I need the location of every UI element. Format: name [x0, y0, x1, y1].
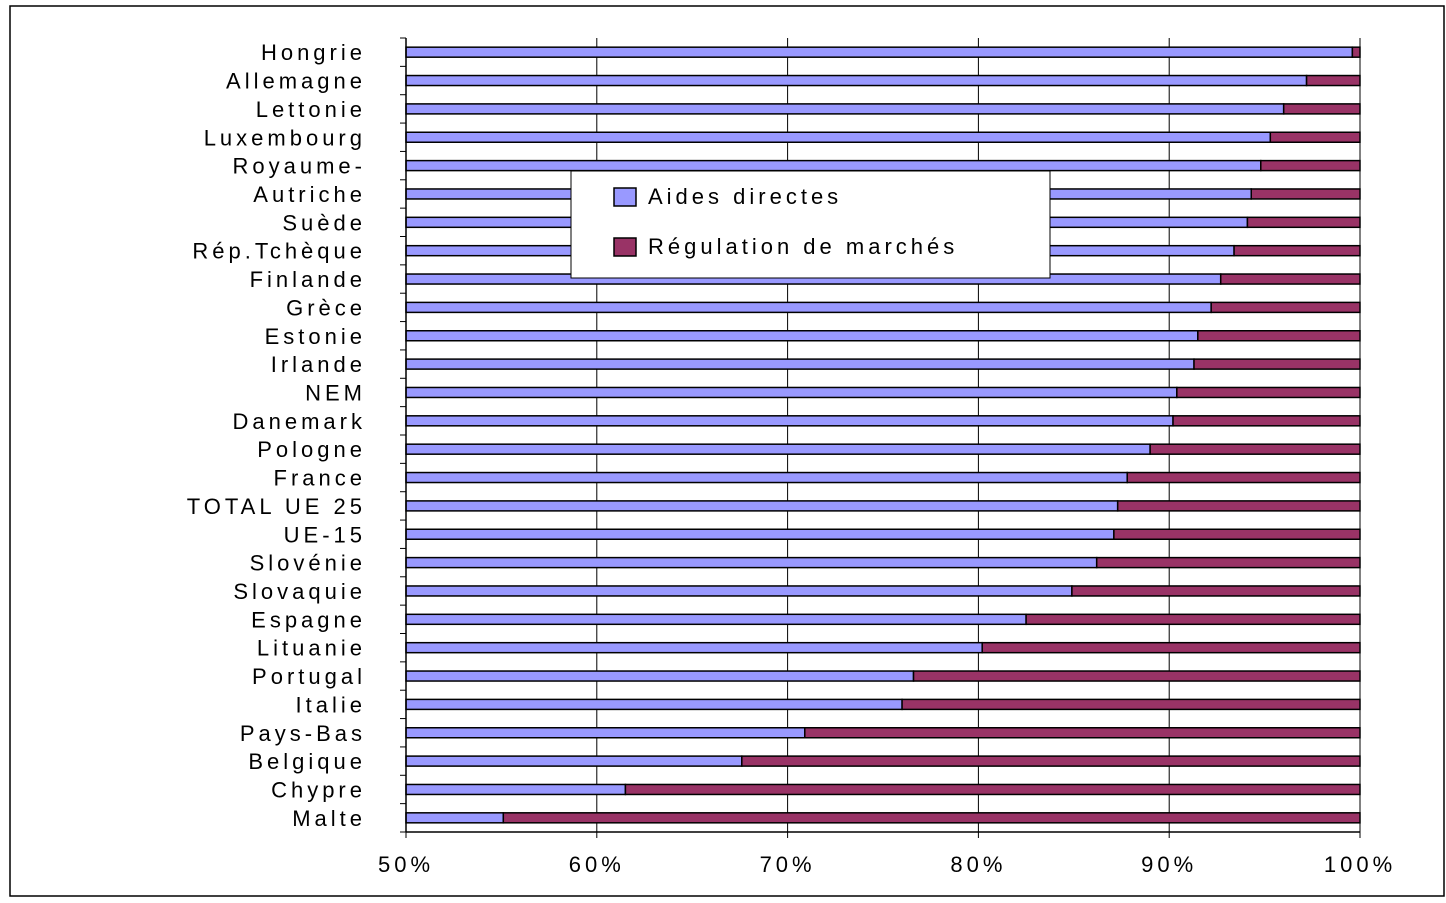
category-label: Hongrie: [261, 40, 366, 65]
bar-regulation-de-marches: [1025, 613, 1361, 626]
x-tick-label: 70%: [760, 852, 816, 877]
bar-aides-directes: [405, 641, 983, 654]
category-label: Belgique: [248, 749, 366, 774]
category-label: Chypre: [271, 777, 366, 802]
bar-aides-directes: [405, 670, 915, 682]
bar-regulation-de-marches: [1126, 471, 1361, 484]
bar-regulation-de-marches: [912, 670, 1361, 682]
category-label: Lettonie: [256, 97, 366, 122]
category-label: Finlande: [250, 267, 366, 292]
legend: Aides directes Régulation de marchés: [570, 170, 1051, 279]
bar-regulation-de-marches: [1071, 585, 1361, 597]
bar-regulation-de-marches: [1269, 131, 1361, 143]
bar-regulation-de-marches: [1305, 74, 1361, 87]
category-label: NEM: [305, 380, 366, 405]
bar-regulation-de-marches: [1172, 415, 1361, 427]
bar-regulation-de-marches: [1116, 500, 1361, 512]
category-label: Estonie: [265, 324, 366, 349]
category-labels: Hongrie Allemagne Lettonie Luxembourg Royaum…: [187, 40, 366, 831]
category-label: Royaume-: [233, 154, 366, 179]
category-label: Malte: [292, 806, 366, 831]
bar-regulation-de-marches: [502, 812, 1361, 824]
category-label: Irlande: [271, 352, 366, 377]
x-tick-label: 50%: [378, 852, 434, 877]
bar-regulation-de-marches: [1210, 301, 1361, 314]
bar-regulation-de-marches: [1233, 244, 1361, 257]
bar-aides-directes: [405, 783, 627, 796]
legend-swatch-regulation-de-marches: [613, 237, 637, 257]
category-label: Autriche: [253, 182, 366, 207]
bar-regulation-de-marches: [1149, 443, 1361, 455]
x-tick-label: 100%: [1324, 852, 1396, 877]
bar-aides-directes: [405, 74, 1308, 87]
bar-regulation-de-marches: [1095, 556, 1361, 569]
axes: [400, 37, 1361, 838]
bar-aides-directes: [405, 415, 1174, 427]
bar-regulation-de-marches: [981, 641, 1361, 654]
bar-aides-directes: [405, 46, 1354, 58]
bar-aides-directes: [405, 159, 1262, 172]
legend-swatch-aides-directes: [613, 187, 637, 207]
category-label: UE-15: [284, 522, 366, 547]
category-label: Italie: [296, 692, 366, 717]
bar-aides-directes: [405, 500, 1119, 512]
bar-regulation-de-marches: [1219, 273, 1361, 285]
x-tick-label: 80%: [950, 852, 1006, 877]
x-tick-label: 90%: [1141, 852, 1197, 877]
category-label: Espagne: [251, 607, 366, 632]
bar-regulation-de-marches: [1250, 188, 1361, 200]
bar-regulation-de-marches: [1351, 46, 1361, 58]
category-label: TOTAL UE 25: [187, 494, 366, 519]
bar-aides-directes: [405, 330, 1199, 342]
category-label: Lituanie: [257, 636, 366, 661]
bar-aides-directes: [405, 698, 903, 711]
legend-label-aides-directes: Aides directes: [648, 184, 842, 209]
bar-aides-directes: [405, 613, 1027, 626]
bar-aides-directes: [405, 556, 1098, 569]
category-label: Rép.Tchèque: [192, 239, 366, 264]
category-label: Pays-Bas: [240, 721, 366, 746]
bar-regulation-de-marches: [624, 783, 1361, 796]
category-label: Slovaquie: [233, 579, 366, 604]
bar-aides-directes: [405, 131, 1272, 143]
bar-aides-directes: [405, 812, 505, 824]
bar-aides-directes: [405, 471, 1128, 484]
category-label: Suède: [282, 210, 366, 235]
x-tick-labels: 50% 60% 70% 80% 90% 100%: [378, 852, 1396, 877]
category-label: Grèce: [286, 295, 366, 320]
bar-aides-directes: [405, 103, 1285, 115]
bar-aides-directes: [405, 755, 743, 767]
bar-regulation-de-marches: [1176, 386, 1361, 399]
bar-aides-directes: [405, 358, 1195, 370]
category-label: Danemark: [233, 409, 366, 434]
category-label: Slovénie: [250, 551, 366, 576]
category-label: Luxembourg: [204, 125, 366, 150]
bar-regulation-de-marches: [1282, 103, 1361, 115]
bar-aides-directes: [405, 443, 1151, 455]
bar-regulation-de-marches: [1246, 216, 1361, 229]
bar-aides-directes: [405, 727, 806, 739]
bar-regulation-de-marches: [1113, 528, 1361, 540]
legend-label-regulation-de-marches: Régulation de marchés: [648, 234, 958, 259]
legend-box: [570, 170, 1051, 279]
category-label: Portugal: [252, 664, 366, 689]
category-label: Allemagne: [226, 69, 366, 94]
category-label: France: [274, 466, 366, 491]
bar-regulation-de-marches: [1193, 358, 1361, 370]
bar-regulation-de-marches: [741, 755, 1361, 767]
bar-aides-directes: [405, 301, 1212, 314]
bar-regulation-de-marches: [804, 727, 1361, 739]
category-label: Pologne: [257, 437, 366, 462]
bar-regulation-de-marches: [1260, 159, 1361, 172]
bar-regulation-de-marches: [1197, 330, 1361, 342]
bar-aides-directes: [405, 585, 1073, 597]
bar-regulation-de-marches: [901, 698, 1361, 711]
x-tick-label: 60%: [569, 852, 625, 877]
bar-aides-directes: [405, 528, 1115, 540]
bar-aides-directes: [405, 386, 1178, 399]
